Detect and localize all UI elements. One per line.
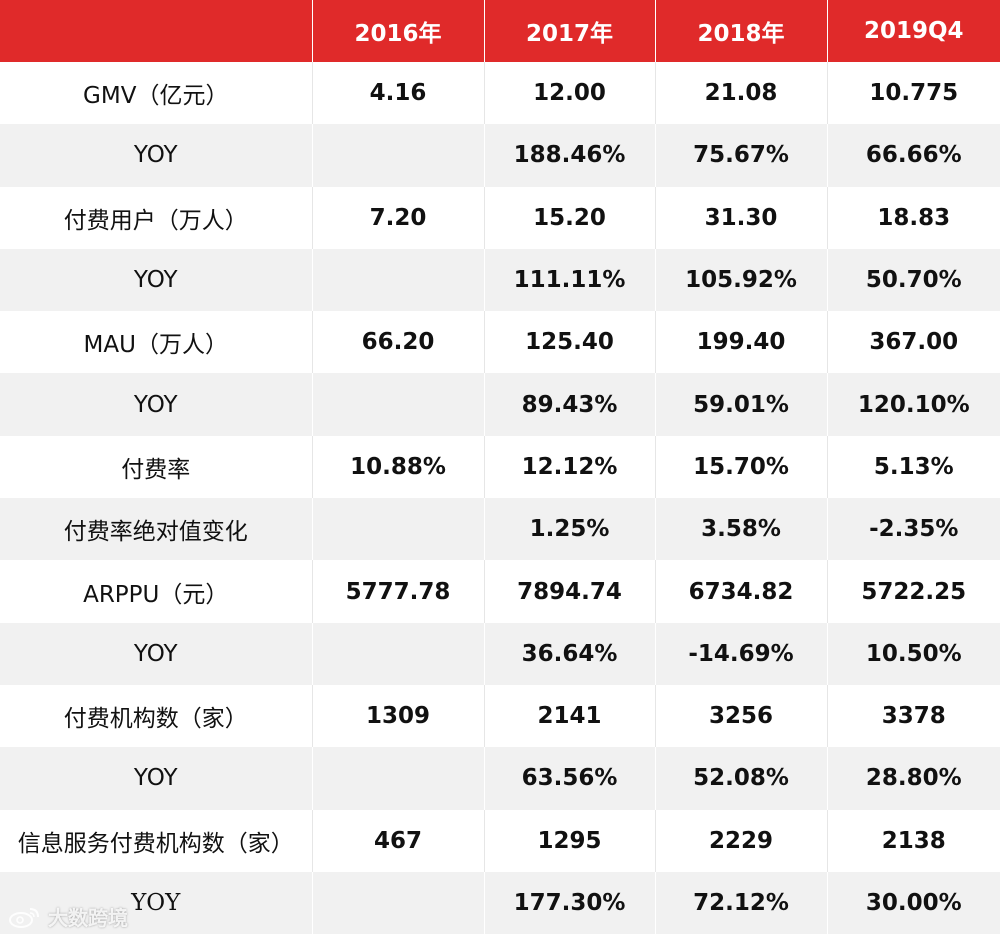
table-cell: 3378 bbox=[827, 684, 1000, 748]
table-row: 付费用户（万人） 7.20 15.20 31.30 18.83 bbox=[0, 186, 1000, 249]
table-cell: 72.12% bbox=[655, 871, 828, 935]
watermark-text: 大数跨境 bbox=[48, 906, 128, 930]
header-2017: 2017年 bbox=[484, 0, 656, 62]
table-cell: 12.12% bbox=[484, 435, 656, 499]
table-cell: 89.43% bbox=[484, 373, 656, 436]
table-header: 2016年 2017年 2018年 2019Q4 bbox=[0, 0, 1000, 62]
watermark: 大数跨境 bbox=[8, 902, 128, 931]
table-cell: 177.30% bbox=[484, 871, 656, 935]
table-row: MAU（万人） 66.20 125.40 199.40 367.00 bbox=[0, 311, 1000, 374]
table-cell: 188.46% bbox=[484, 124, 656, 187]
header-2018: 2018年 bbox=[655, 0, 828, 62]
table-cell: -2.35% bbox=[827, 498, 1000, 561]
table-cell: 2141 bbox=[484, 684, 656, 748]
table-cell: 10.88% bbox=[312, 435, 485, 499]
table-cell: 6734.82 bbox=[655, 560, 828, 623]
table-cell: 105.92% bbox=[655, 248, 828, 312]
table-row: YOY 36.64% -14.69% 10.50% bbox=[0, 622, 1000, 685]
header-2016: 2016年 bbox=[312, 0, 485, 62]
table-cell: 3.58% bbox=[655, 498, 828, 561]
row-label: YOY bbox=[0, 622, 313, 685]
table-cell: 1.25% bbox=[484, 498, 656, 561]
table-row: 付费率绝对值变化 1.25% 3.58% -2.35% bbox=[0, 498, 1000, 561]
table-row: 信息服务付费机构数（家） 467 1295 2229 2138 bbox=[0, 809, 1000, 872]
table-row: ARPPU（元） 5777.78 7894.74 6734.82 5722.25 bbox=[0, 560, 1000, 623]
row-label: 付费率 bbox=[0, 435, 313, 499]
table-cell: 36.64% bbox=[484, 622, 656, 685]
table-row: YOY 188.46% 75.67% 66.66% bbox=[0, 124, 1000, 187]
row-label: ARPPU（元） bbox=[0, 560, 313, 623]
weibo-logo-icon bbox=[9, 907, 39, 928]
table-row: YOY 63.56% 52.08% 28.80% bbox=[0, 747, 1000, 810]
table-cell: 21.08 bbox=[655, 62, 828, 125]
table-cell: 120.10% bbox=[827, 373, 1000, 436]
table-cell: -14.69% bbox=[655, 622, 828, 685]
row-label: YOY bbox=[0, 871, 313, 935]
table-cell: 12.00 bbox=[484, 62, 656, 125]
row-label: YOY bbox=[0, 747, 313, 810]
header-2019q4: 2019Q4 bbox=[827, 0, 1000, 62]
table-cell: 199.40 bbox=[655, 311, 828, 374]
table-cell: 50.70% bbox=[827, 248, 1000, 312]
table-cell: 5777.78 bbox=[312, 560, 485, 623]
row-label: YOY bbox=[0, 248, 313, 312]
table-cell: 2138 bbox=[827, 809, 1000, 872]
table-cell: 59.01% bbox=[655, 373, 828, 436]
table-row: 付费机构数（家） 1309 2141 3256 3378 bbox=[0, 684, 1000, 748]
table-cell: 52.08% bbox=[655, 747, 828, 810]
row-label: MAU（万人） bbox=[0, 311, 313, 374]
table-cell: 5722.25 bbox=[827, 560, 1000, 623]
row-label: 付费机构数（家） bbox=[0, 684, 313, 748]
table-row: 付费率 10.88% 12.12% 15.70% 5.13% bbox=[0, 435, 1000, 499]
table-cell: 28.80% bbox=[827, 747, 1000, 810]
table-cell bbox=[312, 124, 485, 187]
table-cell bbox=[312, 498, 485, 561]
table-cell: 1309 bbox=[312, 684, 485, 748]
table-cell: 7894.74 bbox=[484, 560, 656, 623]
row-label: 付费率绝对值变化 bbox=[0, 498, 313, 561]
row-label: GMV（亿元） bbox=[0, 62, 313, 125]
table-cell: 75.67% bbox=[655, 124, 828, 187]
table-cell: 4.16 bbox=[312, 62, 485, 125]
table-body: GMV（亿元） 4.16 12.00 21.08 10.775 YOY 188.… bbox=[0, 62, 1000, 935]
table-cell bbox=[312, 871, 485, 935]
table-row: YOY 177.30% 72.12% 30.00% bbox=[0, 871, 1000, 935]
header-row: 2016年 2017年 2018年 2019Q4 bbox=[0, 0, 1000, 62]
row-label: YOY bbox=[0, 373, 313, 436]
table-cell bbox=[312, 373, 485, 436]
table-cell: 125.40 bbox=[484, 311, 656, 374]
table-row: YOY 89.43% 59.01% 120.10% bbox=[0, 373, 1000, 436]
row-label: YOY bbox=[0, 124, 313, 187]
table-cell: 63.56% bbox=[484, 747, 656, 810]
table-cell: 66.20 bbox=[312, 311, 485, 374]
header-corner bbox=[0, 0, 313, 62]
table-cell: 467 bbox=[312, 809, 485, 872]
table-cell: 10.50% bbox=[827, 622, 1000, 685]
row-label: 信息服务付费机构数（家） bbox=[0, 809, 313, 872]
table-cell: 7.20 bbox=[312, 186, 485, 249]
table-cell: 66.66% bbox=[827, 124, 1000, 187]
table-cell: 1295 bbox=[484, 809, 656, 872]
table-cell: 3256 bbox=[655, 684, 828, 748]
table-cell: 15.70% bbox=[655, 435, 828, 499]
table-cell bbox=[312, 248, 485, 312]
table-cell: 5.13% bbox=[827, 435, 1000, 499]
table-cell: 18.83 bbox=[827, 186, 1000, 249]
table-cell bbox=[312, 747, 485, 810]
table-cell: 10.775 bbox=[827, 62, 1000, 125]
table-cell: 367.00 bbox=[827, 311, 1000, 374]
table-cell: 2229 bbox=[655, 809, 828, 872]
table-row: YOY 111.11% 105.92% 50.70% bbox=[0, 248, 1000, 312]
table-cell bbox=[312, 622, 485, 685]
table-cell: 30.00% bbox=[827, 871, 1000, 935]
table-cell: 111.11% bbox=[484, 248, 656, 312]
table-cell: 15.20 bbox=[484, 186, 656, 249]
row-label: 付费用户（万人） bbox=[0, 186, 313, 249]
table-row: GMV（亿元） 4.16 12.00 21.08 10.775 bbox=[0, 62, 1000, 125]
table-cell: 31.30 bbox=[655, 186, 828, 249]
